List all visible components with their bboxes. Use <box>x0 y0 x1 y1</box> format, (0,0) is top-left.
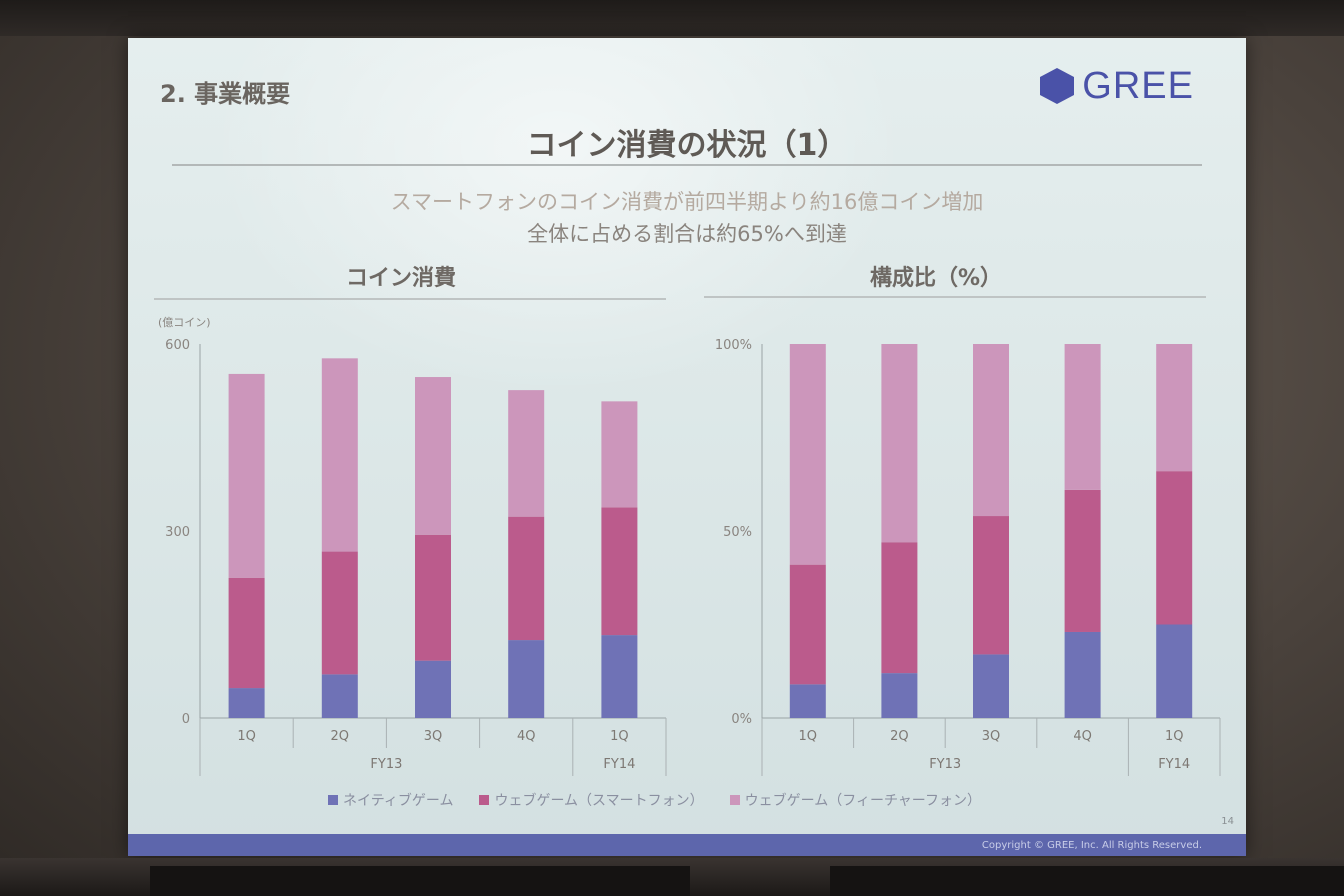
chart0-bar-segment <box>508 390 545 517</box>
chart0-bar-segment <box>228 577 265 689</box>
chart0-category-label: 4Q <box>517 729 536 744</box>
subtitle-line-1: スマートフォンのコイン消費が前四半期より約16億コイン増加 <box>390 190 984 214</box>
floor-panel-right <box>830 866 1344 896</box>
slide-title: コイン消費の状況（1） <box>526 128 848 163</box>
legend-swatch-native <box>328 795 338 805</box>
chart0-bar-segment <box>601 401 638 508</box>
chart1-bar-segment <box>881 344 918 543</box>
chart1-bar-segment <box>1064 631 1101 718</box>
chart1-category-label: 3Q <box>982 729 1001 744</box>
left-chart-title: コイン消費 <box>346 266 457 291</box>
chart0-category-label: 2Q <box>331 729 350 744</box>
right-chart-rule <box>704 296 1206 298</box>
chart0-y-tick-label: 300 <box>165 525 190 540</box>
right-chart-title: 構成比（%） <box>870 266 1003 291</box>
chart0-bar-segment <box>508 640 545 718</box>
chart1-bar-segment <box>973 344 1009 517</box>
chart0-group-label: FY14 <box>603 757 635 772</box>
chart0-bar-segment <box>228 373 265 578</box>
chart1-y-tick-label: 50% <box>723 525 752 540</box>
chart0-category-label: 1Q <box>610 729 629 744</box>
legend-item-web-smartphone: ウェブゲーム（スマートフォン） <box>479 790 704 810</box>
chart1-bar-segment <box>1064 344 1101 490</box>
chart0-bar-segment <box>228 688 265 718</box>
chart-legend: ネイティブゲーム ウェブゲーム（スマートフォン） ウェブゲーム（フィーチャーフォ… <box>328 790 981 810</box>
chart0-bar-segment <box>508 516 545 641</box>
gree-logo: GREE <box>1038 64 1194 107</box>
chart1-group-label: FY14 <box>1158 757 1190 772</box>
chart1-bar-segment <box>1156 624 1193 718</box>
chart0-bar-segment <box>601 635 638 718</box>
chart1-bar-segment <box>789 344 826 565</box>
chart0-y-unit-label: (億コイン) <box>158 316 211 329</box>
chart1-category-label: 4Q <box>1073 729 1092 744</box>
chart0-bar-segment <box>321 551 358 675</box>
chart0-y-tick-label: 0 <box>182 712 190 727</box>
chart0-bar-segment <box>415 534 451 661</box>
legend-swatch-web-smartphone <box>479 795 490 805</box>
floor-panel-left <box>150 866 690 896</box>
chart0-bar-segment <box>415 660 451 718</box>
chart0-bar-segment <box>601 507 638 636</box>
chart0-bar-segment <box>321 674 358 718</box>
chart1-group-label: FY13 <box>929 757 961 772</box>
chart1-y-tick-label: 0% <box>731 712 752 727</box>
chart1-bar-segment <box>881 673 918 718</box>
chart1-category-label: 2Q <box>890 729 909 744</box>
chart1-bar-segment <box>881 542 918 674</box>
legend-label-web-featurephone: ウェブゲーム（フィーチャーフォン） <box>744 793 981 809</box>
legend-item-native: ネイティブゲーム <box>328 790 453 810</box>
chart1-bar-segment <box>1156 344 1193 472</box>
room-ceiling <box>0 0 1344 36</box>
chart0-category-label: 3Q <box>424 729 443 744</box>
chart0-group-label: FY13 <box>370 757 402 772</box>
chart0-bar-segment <box>415 377 451 535</box>
chart1-y-tick-label: 100% <box>715 338 752 353</box>
chart1-bar-segment <box>789 564 826 685</box>
projection-screen: 2. 事業概要 GREE コイン消費の状況（1） スマートフォンのコイン消費が前… <box>128 38 1246 856</box>
left-chart-rule <box>154 298 666 300</box>
chart1-category-label: 1Q <box>1165 729 1184 744</box>
legend-label-native: ネイティブゲーム <box>343 793 454 809</box>
chart0-bar-segment <box>321 358 358 552</box>
footer-bar: Copyright © GREE, Inc. All Rights Reserv… <box>128 834 1246 856</box>
chart1-bar-segment <box>1064 489 1101 632</box>
chart0-category-label: 1Q <box>237 729 256 744</box>
chart0-y-tick-label: 600 <box>165 338 190 353</box>
legend-swatch-web-featurephone <box>729 795 740 805</box>
charts-canvas: 0 300 600 (億コイン) 1Q 2Q 3Q 4Q 1Q FY13 FY14 0% 50% 100%… <box>158 316 1221 776</box>
subtitle-line-2: 全体に占める割合は約65%へ到達 <box>527 222 847 246</box>
chart1-bar-segment <box>1156 471 1193 625</box>
title-divider <box>172 164 1202 166</box>
logo-text: GREE <box>1082 64 1194 107</box>
chart1-bar-segment <box>973 516 1009 655</box>
copyright-text: Copyright © GREE, Inc. All Rights Reserv… <box>981 839 1202 851</box>
legend-label-web-smartphone: ウェブゲーム（スマートフォン） <box>494 793 704 809</box>
chart1-bar-segment <box>789 684 826 718</box>
page-number: 14 <box>1221 816 1234 827</box>
legend-item-web-featurephone: ウェブゲーム（フィーチャーフォン） <box>729 790 981 810</box>
gree-hexagon-icon <box>1040 68 1075 104</box>
chart1-bar-segment <box>973 654 1009 718</box>
section-label: 2. 事業概要 <box>160 80 291 108</box>
chart1-category-label: 1Q <box>799 729 818 744</box>
